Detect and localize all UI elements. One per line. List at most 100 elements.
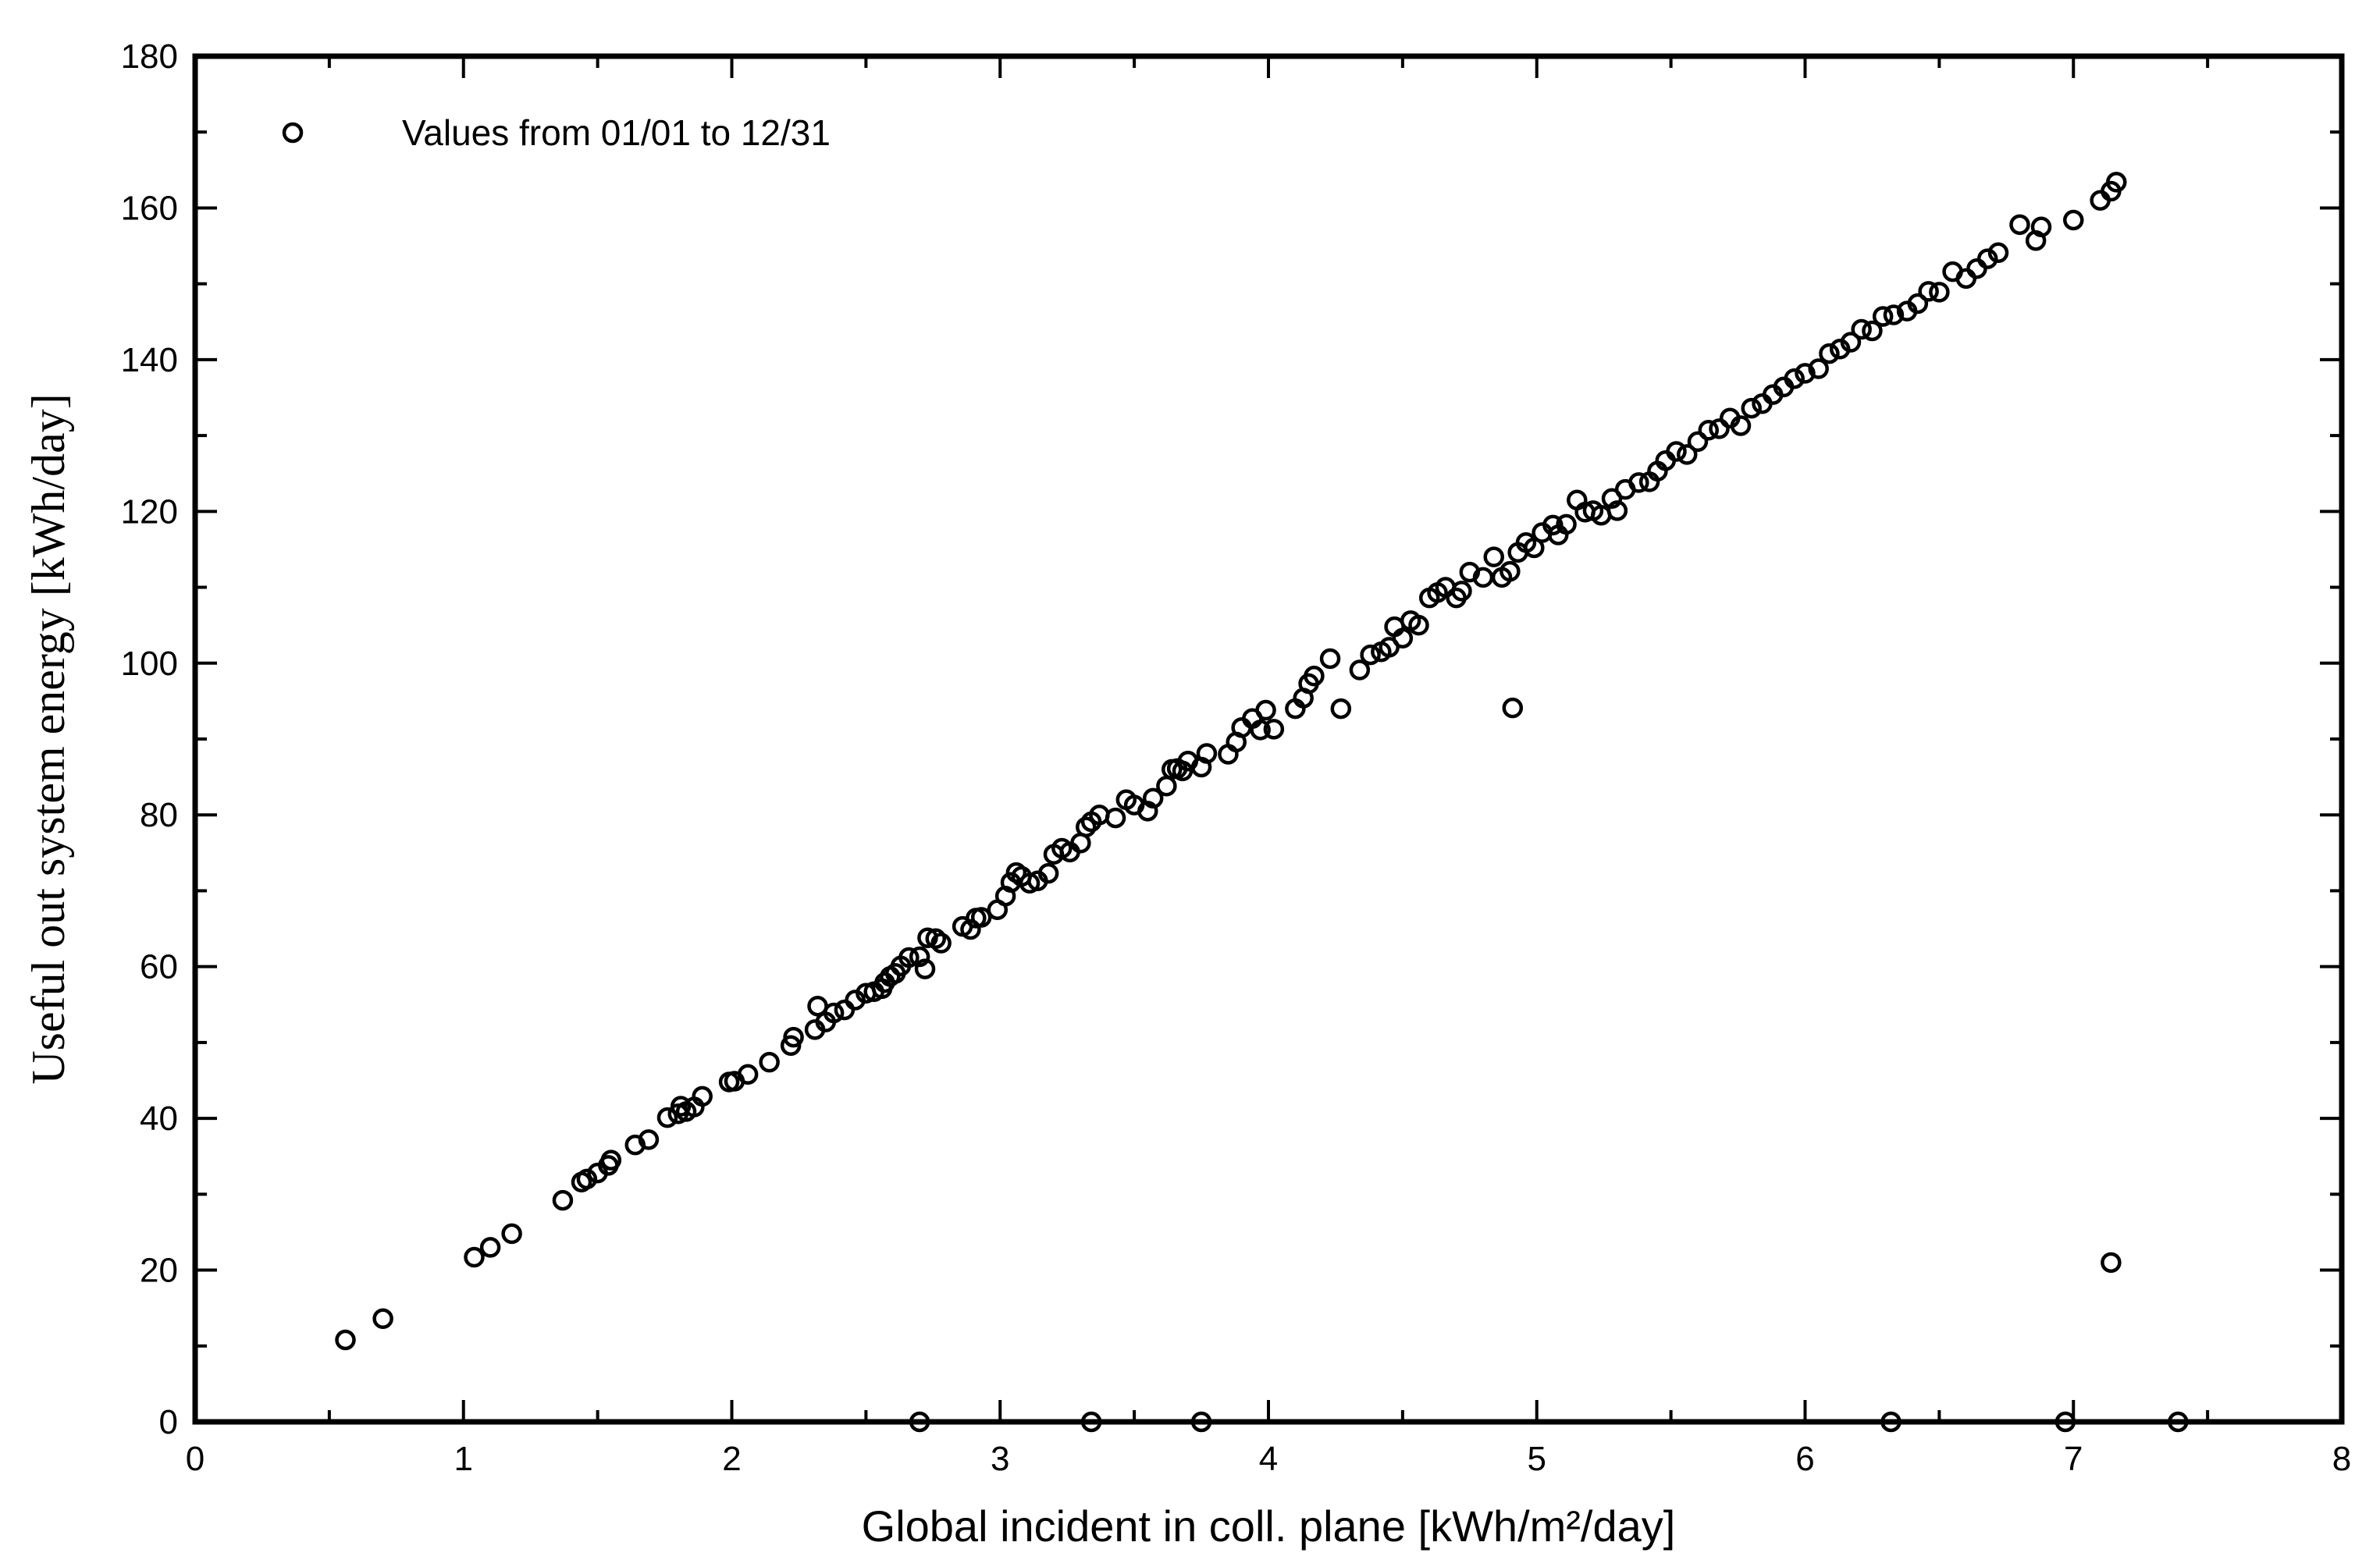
data-point (1542, 514, 1564, 536)
legend-marker (282, 122, 304, 144)
data-point (335, 1329, 356, 1351)
data-point (1037, 862, 1059, 884)
data-point (930, 933, 952, 954)
data-point (1628, 472, 1649, 493)
data-point (1105, 807, 1126, 829)
data-point (1556, 513, 1577, 535)
x-tick-label: 5 (1528, 1440, 1546, 1478)
x-tick-label: 3 (991, 1440, 1009, 1478)
data-point (834, 999, 856, 1021)
data-point (1851, 318, 1872, 340)
data-point (1606, 500, 1628, 521)
data-point (1966, 258, 1987, 279)
y-tick-label: 140 (121, 341, 178, 379)
data-point (2101, 1252, 2122, 1274)
y-tick-label: 180 (121, 37, 178, 76)
data-point (1929, 282, 1950, 303)
legend-entry-label: Values from 01/01 to 12/31 (402, 112, 831, 153)
y-tick-label: 160 (121, 189, 178, 227)
data-point (1872, 306, 1894, 327)
data-point (464, 1246, 485, 1268)
data-point (1907, 293, 1929, 314)
y-tick-label: 40 (140, 1100, 178, 1138)
data-point (737, 1064, 759, 1085)
y-tick-label: 100 (121, 645, 178, 683)
data-point (479, 1237, 501, 1258)
x-tick-label: 1 (454, 1440, 473, 1478)
data-point (2009, 214, 2030, 236)
y-tick-label: 20 (140, 1252, 178, 1290)
data-point (1255, 699, 1276, 721)
x-tick-label: 0 (186, 1440, 205, 1478)
y-tick-label: 0 (159, 1403, 178, 1441)
data-point (1677, 444, 1698, 465)
data-point (501, 1223, 522, 1245)
data-point (552, 1189, 574, 1211)
data-point (656, 1107, 678, 1128)
data-point (1304, 666, 1325, 687)
data-point (1795, 363, 1816, 384)
data-point (1730, 415, 1752, 436)
data-point (1709, 418, 1730, 439)
data-point (898, 947, 920, 968)
data-point (960, 919, 981, 940)
data-point (1360, 644, 1381, 666)
data-point (1987, 242, 2009, 264)
data-point (1687, 431, 1709, 453)
data-point (914, 958, 936, 979)
data-point (1330, 698, 1352, 720)
data-point (1076, 816, 1097, 838)
data-point (576, 1168, 598, 1190)
data-point (1819, 343, 1840, 364)
data-point (1349, 659, 1371, 680)
x-axis-label: Global incident in coll. plane [kWh/m²/d… (862, 1501, 1676, 1551)
data-point (2106, 172, 2127, 193)
data-point (783, 1026, 804, 1048)
data-point (1883, 304, 1905, 325)
data-point (1524, 537, 1545, 559)
y-tick-label: 80 (140, 796, 178, 834)
data-point (2030, 216, 2052, 237)
data-point (1142, 787, 1164, 809)
data-point (1741, 397, 1762, 419)
data-point (1840, 332, 1862, 353)
data-point (600, 1149, 622, 1171)
data-point (1784, 368, 1805, 389)
data-point (1156, 776, 1177, 797)
data-point (1451, 581, 1472, 602)
data-point (1502, 697, 1524, 719)
x-tick-label: 6 (1795, 1440, 1814, 1478)
x-tick-label: 8 (2332, 1440, 2351, 1478)
legend: Values from 01/01 to 12/31 (282, 112, 831, 153)
axis-ticks (194, 55, 2343, 1423)
data-point (1172, 760, 1194, 782)
data-point (1408, 614, 1429, 636)
data-point (909, 946, 930, 968)
plot-frame (192, 53, 2345, 1425)
x-tick-label: 7 (2064, 1440, 2083, 1478)
data-point (1808, 358, 1829, 379)
data-point (638, 1129, 660, 1150)
data-point (1666, 441, 1687, 462)
data-point (823, 1002, 845, 1024)
data-point (1483, 546, 1504, 567)
data-point (692, 1086, 713, 1107)
data-point (1319, 648, 1341, 670)
data-point (1862, 320, 1883, 342)
data-point (1196, 743, 1218, 764)
x-tick-label: 2 (722, 1440, 741, 1478)
y-tick-label: 120 (121, 492, 178, 531)
data-point (1977, 248, 1998, 269)
data-point (670, 1096, 692, 1117)
data-point (1500, 560, 1521, 582)
data-point (1392, 627, 1414, 648)
x-tick-label: 4 (1259, 1440, 1278, 1478)
data-point (1250, 720, 1271, 741)
data-point (1698, 420, 1719, 441)
data-point (759, 1051, 780, 1073)
y-tick-label: 60 (140, 948, 178, 986)
data-point (372, 1308, 393, 1330)
